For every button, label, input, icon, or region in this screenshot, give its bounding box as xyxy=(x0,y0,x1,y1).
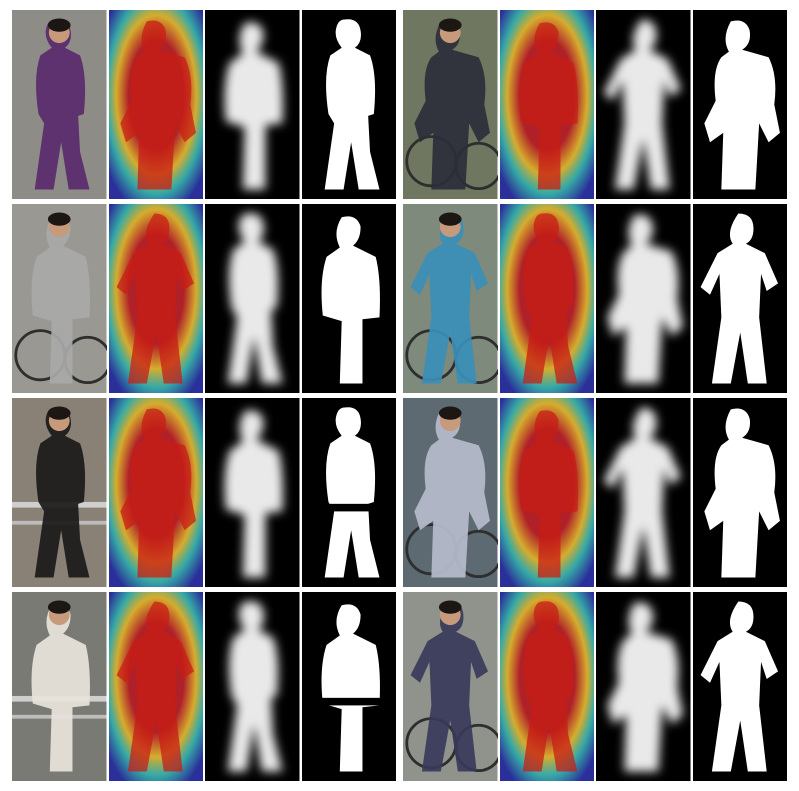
column-divider xyxy=(398,10,402,781)
person-reid-mask-figure xyxy=(12,10,787,781)
binary-mask-tile xyxy=(301,592,396,781)
photo-tile xyxy=(12,10,107,199)
left-column-group xyxy=(12,10,396,781)
binary-mask-tile xyxy=(692,10,787,199)
photo-tile xyxy=(403,592,498,781)
soft-mask-tile xyxy=(596,10,691,199)
soft-mask-tile xyxy=(596,592,691,781)
heatmap-tile xyxy=(499,592,594,781)
soft-mask-tile xyxy=(205,204,300,393)
binary-mask-tile xyxy=(301,10,396,199)
soft-mask-tile xyxy=(596,204,691,393)
heatmap-tile xyxy=(499,204,594,393)
photo-tile xyxy=(403,204,498,393)
photo-tile xyxy=(12,204,107,393)
photo-tile xyxy=(12,398,107,587)
photo-tile xyxy=(403,398,498,587)
photo-tile xyxy=(403,10,498,199)
binary-mask-tile xyxy=(301,398,396,587)
heatmap-tile xyxy=(108,592,203,781)
binary-mask-tile xyxy=(301,204,396,393)
binary-mask-tile xyxy=(692,592,787,781)
soft-mask-tile xyxy=(205,592,300,781)
heatmap-tile xyxy=(108,398,203,587)
binary-mask-tile xyxy=(692,204,787,393)
photo-tile xyxy=(12,592,107,781)
right-column-group xyxy=(403,10,787,781)
soft-mask-tile xyxy=(596,398,691,587)
heatmap-tile xyxy=(108,204,203,393)
soft-mask-tile xyxy=(205,398,300,587)
heatmap-tile xyxy=(499,398,594,587)
soft-mask-tile xyxy=(205,10,300,199)
binary-mask-tile xyxy=(692,398,787,587)
heatmap-tile xyxy=(499,10,594,199)
heatmap-tile xyxy=(108,10,203,199)
